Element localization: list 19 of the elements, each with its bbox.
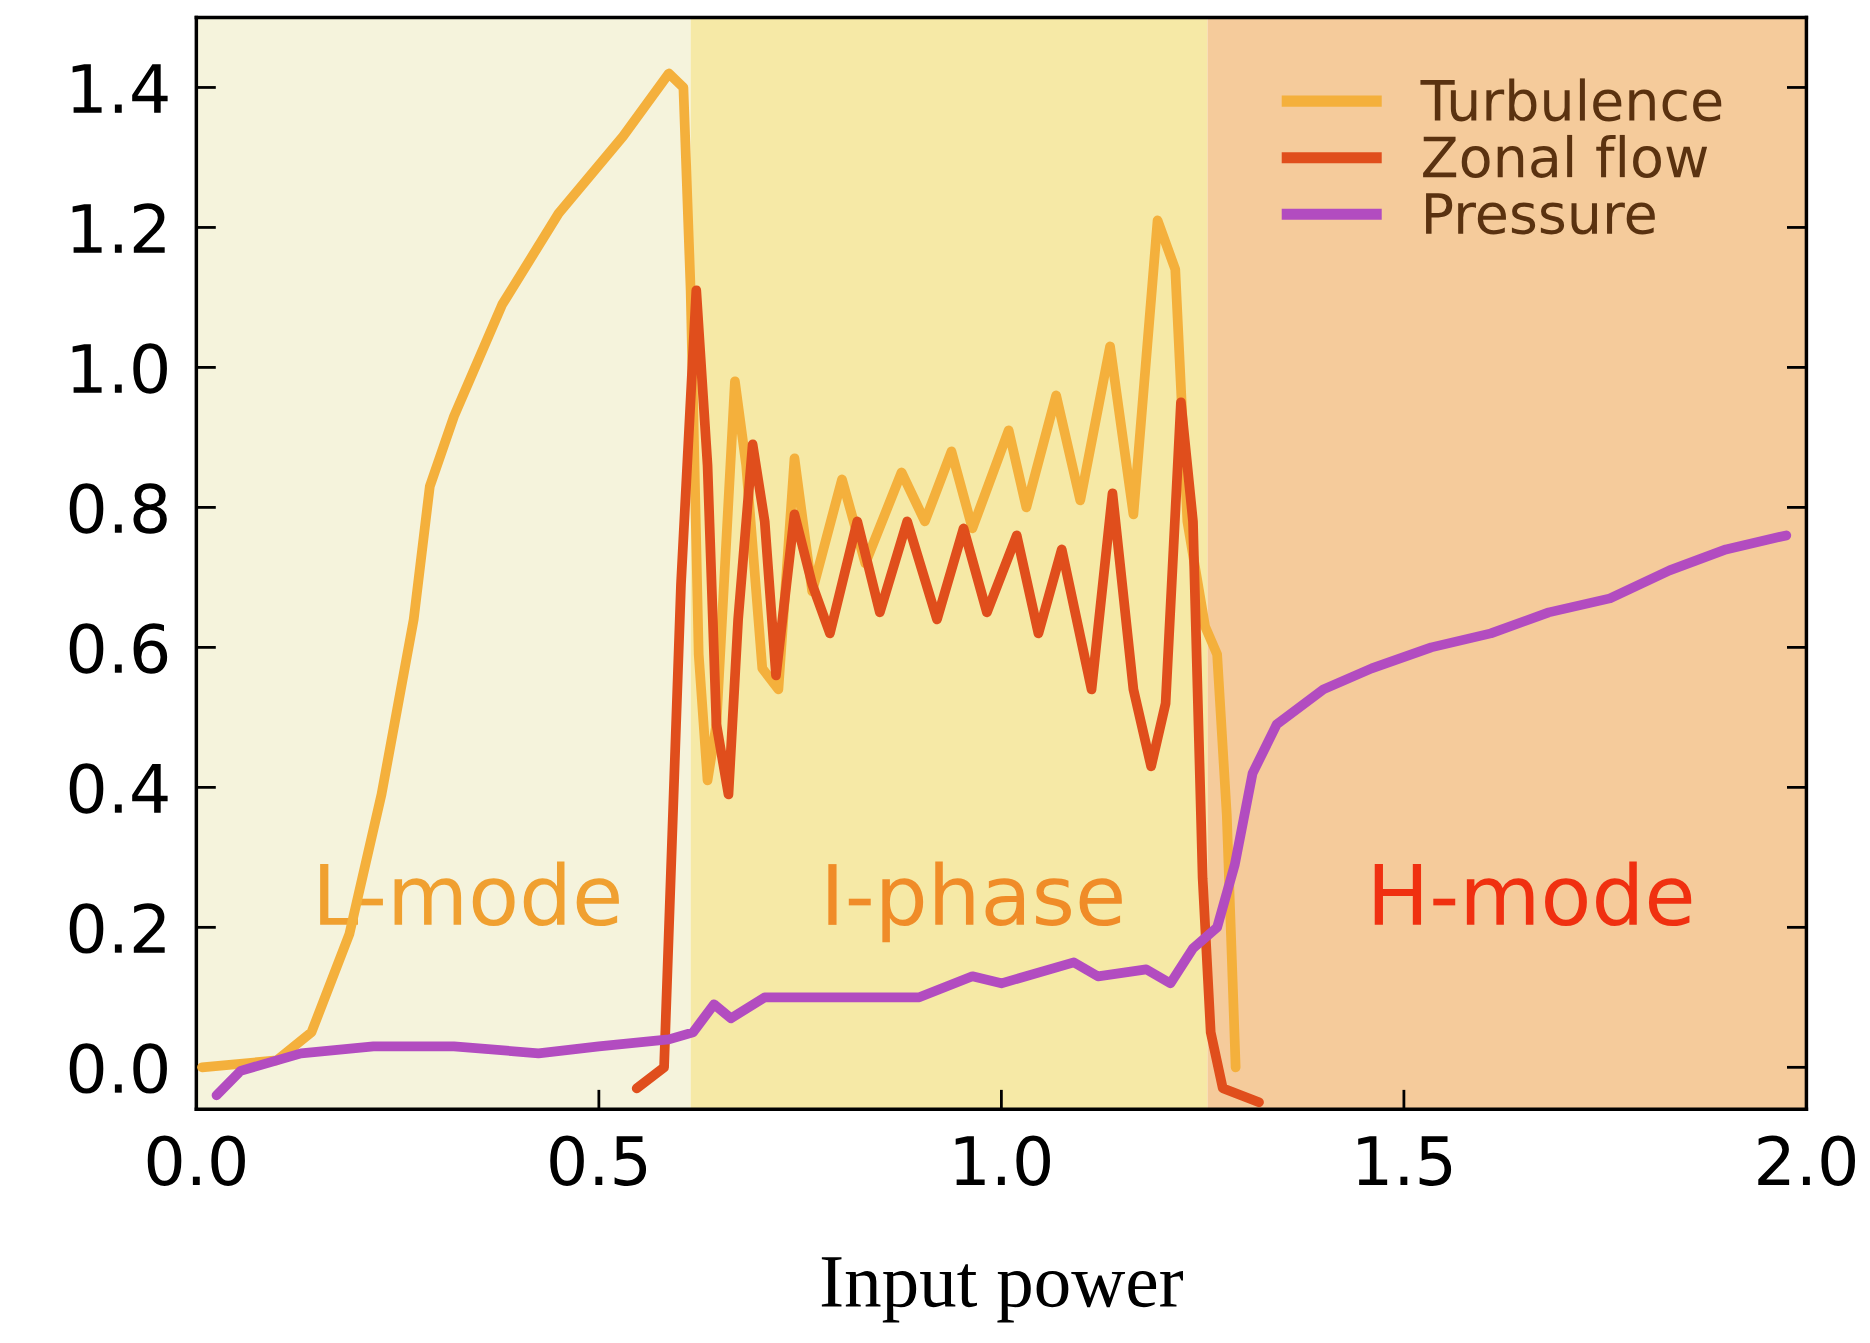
legend-label: Pressure [1426, 193, 1655, 235]
x-axis-title: Input power [821, 1257, 1183, 1323]
x-tick-label: 1.0 [955, 1135, 1050, 1186]
x-tick-label: 2.0 [1758, 1135, 1856, 1186]
legend-label: Zonal flow [1423, 134, 1708, 178]
band-label: I-phase [828, 861, 1122, 943]
x-tick-label: 0.0 [147, 1135, 245, 1186]
y-tick-label: 0.0 [69, 1043, 167, 1094]
legend-label: Turbulence [1420, 78, 1722, 122]
x-tick-label: 1.5 [1358, 1136, 1452, 1186]
band-label: H-mode [1374, 861, 1692, 927]
y-tick-label: 0.4 [69, 763, 168, 814]
y-tick-label: 1.0 [72, 343, 167, 394]
y-tick-label: 1.2 [72, 203, 165, 253]
x-tick-label: 0.5 [550, 1135, 647, 1186]
y-tick-label: 0.6 [69, 623, 168, 674]
y-tick-label: 0.2 [69, 903, 165, 954]
y-tick-label: 1.4 [72, 64, 168, 113]
y-tick-label: 0.8 [69, 483, 167, 534]
